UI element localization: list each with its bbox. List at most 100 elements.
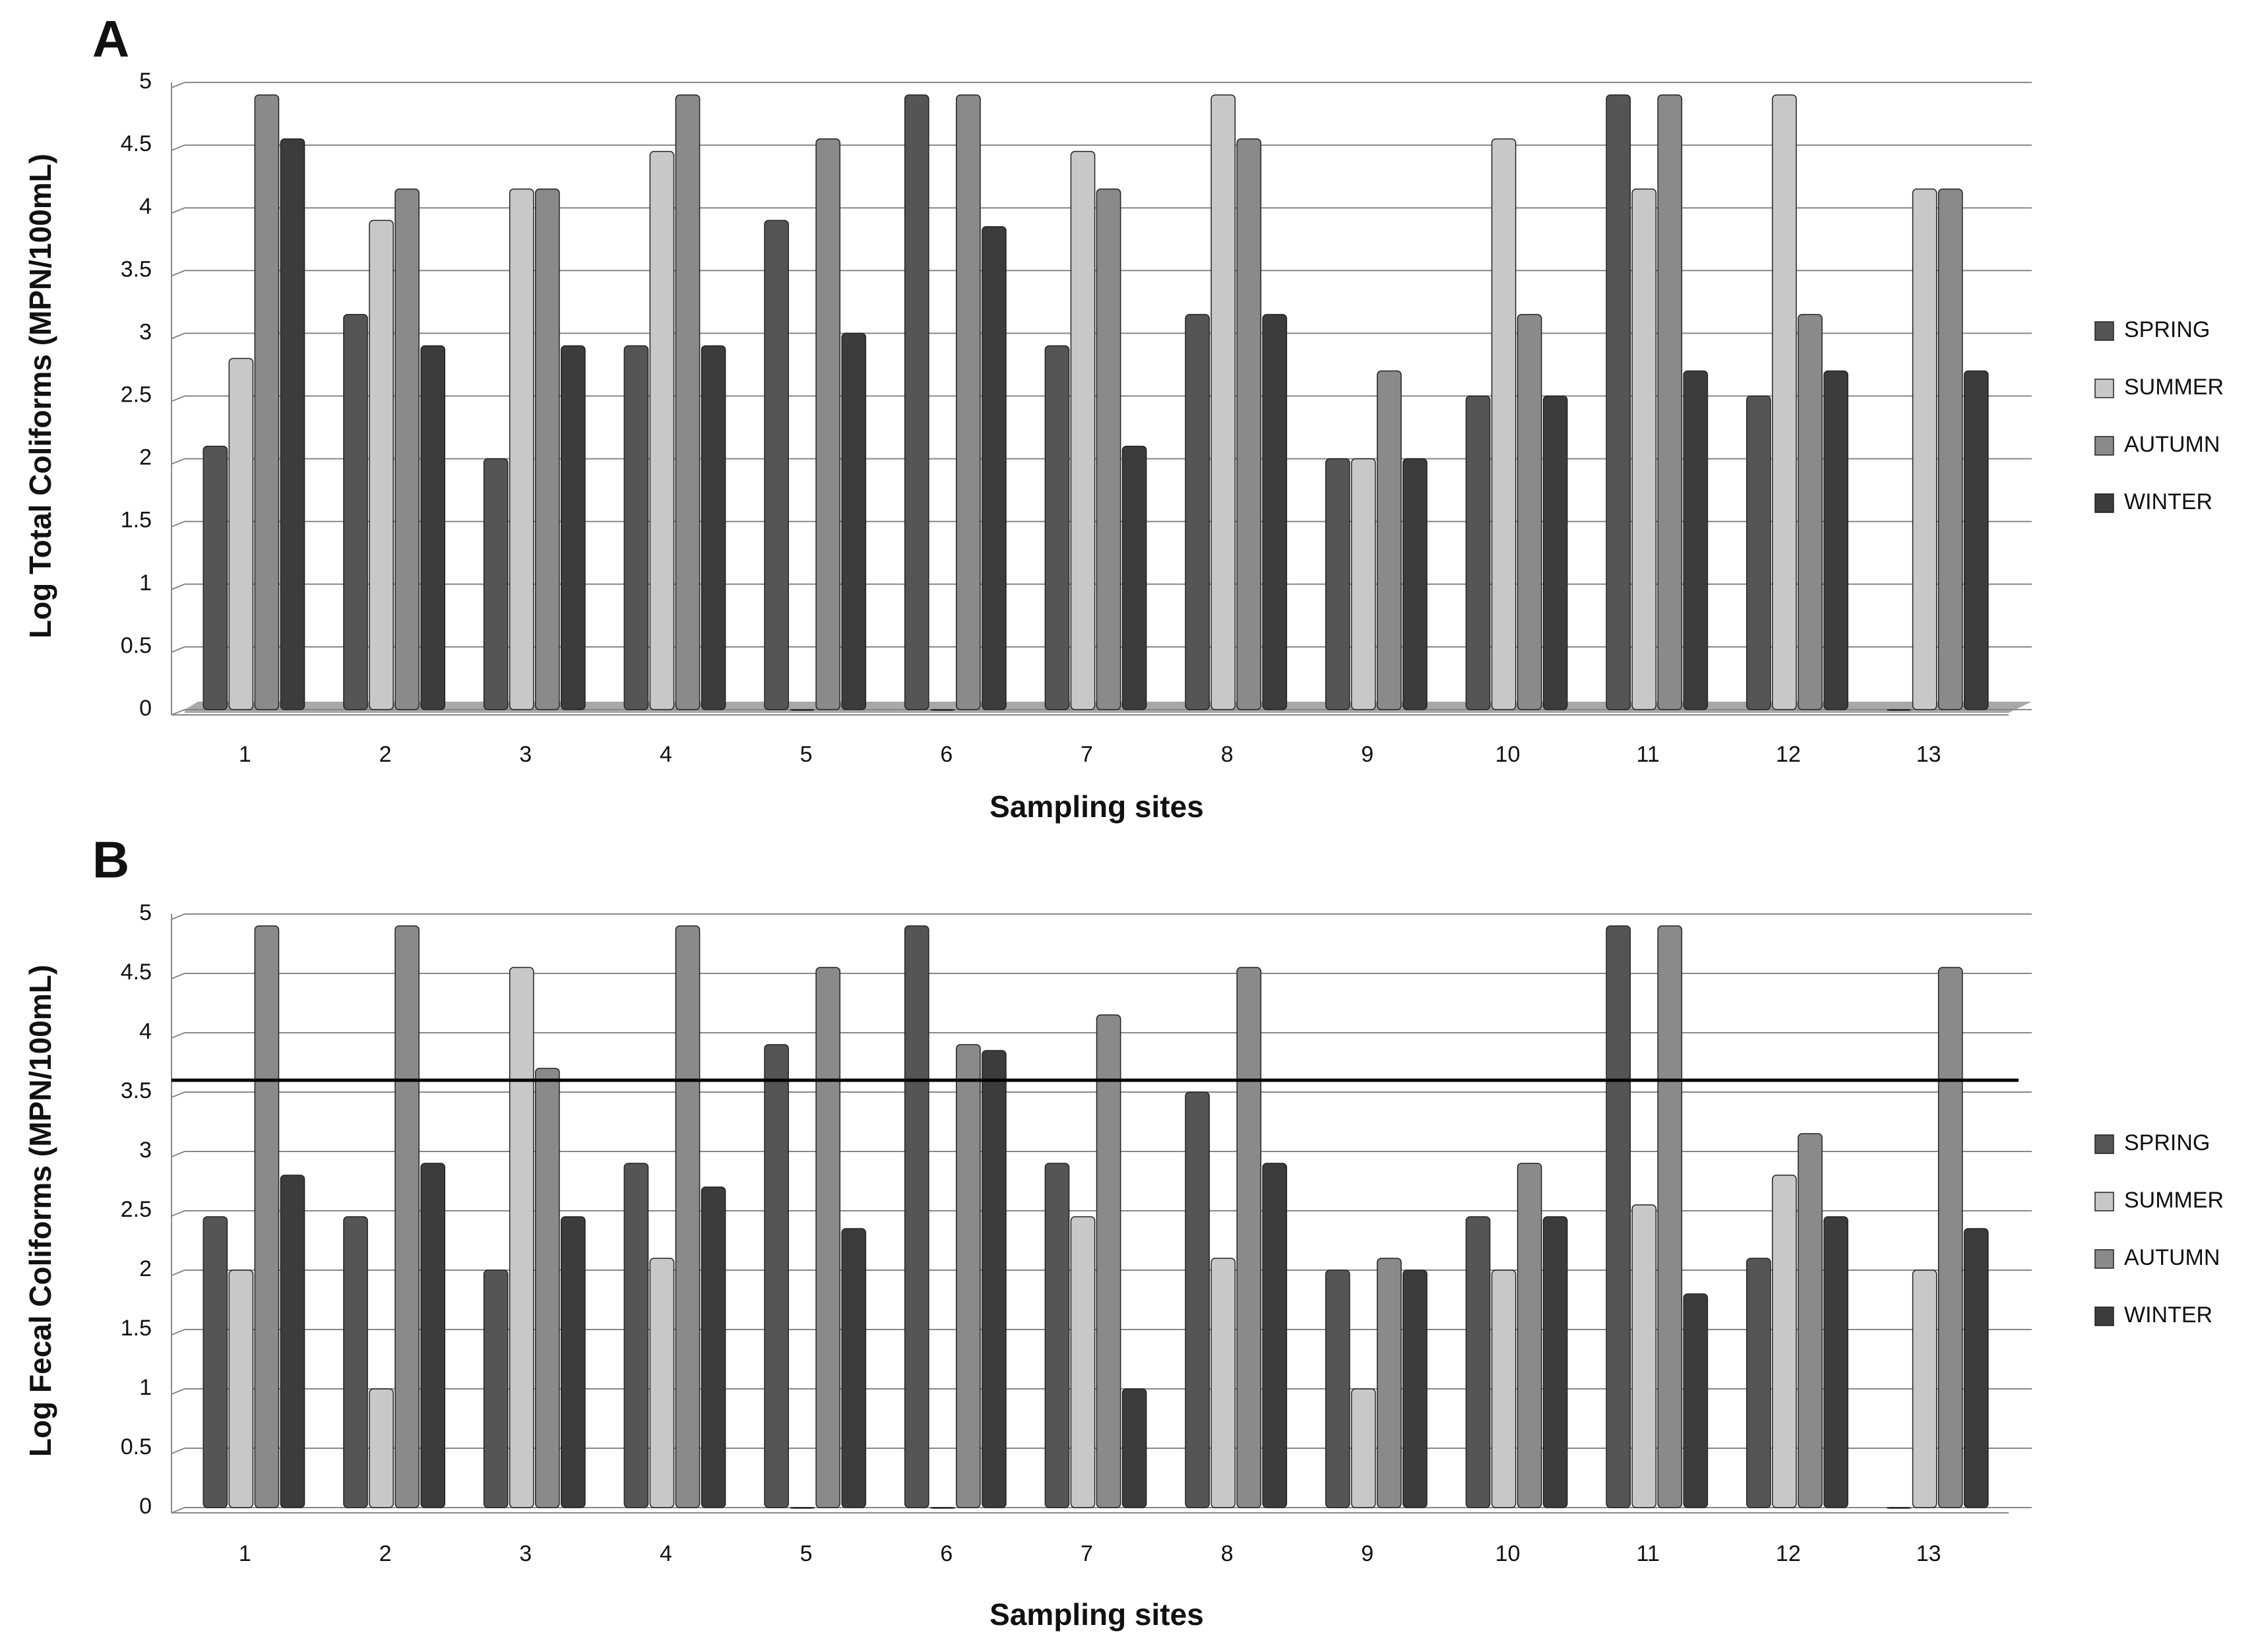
x-tick-label: 10 <box>1495 1541 1521 1566</box>
panel-label: A <box>92 10 129 68</box>
bar <box>369 1388 394 1508</box>
bar <box>1772 94 1797 710</box>
y-tick-label: 1 <box>139 570 152 596</box>
bar <box>1517 1163 1542 1508</box>
y-tick-label: 3.5 <box>121 257 152 282</box>
legend-label: SUMMER <box>2124 375 2224 400</box>
bar <box>1746 395 1771 710</box>
bar <box>1262 314 1288 710</box>
legend-label: SPRING <box>2124 1130 2210 1155</box>
bar <box>982 226 1007 710</box>
bar <box>534 188 560 710</box>
legend-label: SUMMER <box>2124 1188 2224 1213</box>
bar <box>1963 370 1989 710</box>
bar <box>956 1044 981 1508</box>
bar <box>509 188 534 710</box>
bar <box>841 1228 867 1508</box>
bar <box>1937 188 1963 710</box>
y-tick-label: 0.5 <box>121 633 152 658</box>
y-tick-label: 3 <box>139 319 152 344</box>
bar <box>1683 370 1709 710</box>
bar <box>1542 395 1568 710</box>
bar <box>1772 1175 1797 1508</box>
bar <box>534 1068 560 1508</box>
bar <box>1657 925 1683 1508</box>
bar <box>956 94 981 710</box>
grid-line <box>171 1032 2032 1039</box>
bar <box>1185 314 1210 710</box>
bar <box>1402 458 1427 710</box>
x-tick-label: 11 <box>1637 1541 1660 1566</box>
x-tick-label: 6 <box>940 1541 953 1566</box>
bar <box>1236 138 1262 710</box>
bar <box>1325 458 1350 710</box>
grid-line <box>171 144 2032 152</box>
grid-line <box>171 913 2032 920</box>
grid-line <box>171 1507 2032 1514</box>
bar <box>904 925 929 1508</box>
grid-line <box>171 270 2032 277</box>
bar <box>1070 1216 1096 1508</box>
x-tick-label: 3 <box>519 1541 532 1566</box>
bar <box>1096 1014 1121 1508</box>
bar <box>1606 94 1631 710</box>
bar <box>904 94 929 710</box>
bar <box>982 1050 1007 1508</box>
y-tick-label: 1.5 <box>121 1316 152 1341</box>
bar <box>675 925 701 1508</box>
x-tick-label: 8 <box>1221 1541 1234 1566</box>
bar <box>280 1175 305 1508</box>
bar <box>509 967 534 1508</box>
bar <box>1402 1270 1427 1508</box>
y-tick-label: 0 <box>139 696 152 721</box>
bar <box>1746 1258 1771 1508</box>
legend-swatch <box>2094 379 2114 398</box>
y-tick-label: 0.5 <box>121 1434 152 1459</box>
bar <box>764 220 789 710</box>
bar <box>228 1270 254 1508</box>
x-tick-label: 5 <box>800 742 813 767</box>
bar <box>701 1186 726 1508</box>
bar <box>1798 314 1823 710</box>
y-tick-label: 4 <box>139 1019 152 1044</box>
x-tick-label: 1 <box>239 742 251 767</box>
bar <box>1606 925 1631 1508</box>
grid-line <box>171 973 2032 979</box>
x-tick-label: 7 <box>1081 742 1093 767</box>
y-tick-label: 3.5 <box>121 1078 152 1103</box>
y-tick-label: 1 <box>139 1375 152 1400</box>
y-tick-label: 2 <box>139 1256 152 1281</box>
x-tick-label: 9 <box>1361 742 1373 767</box>
bar <box>1823 1216 1848 1508</box>
bar <box>1491 138 1517 710</box>
panel-label: B <box>92 831 129 889</box>
bar <box>280 138 305 710</box>
bar <box>483 1270 509 1508</box>
bar <box>1236 967 1262 1508</box>
bar <box>203 1216 228 1508</box>
legend-swatch <box>2094 321 2114 341</box>
bar <box>1325 1270 1350 1508</box>
y-tick-label: 2.5 <box>121 382 152 407</box>
legend-swatch <box>2094 436 2114 456</box>
bar <box>1210 1258 1236 1508</box>
x-tick-label: 4 <box>660 742 672 767</box>
bar <box>649 150 675 710</box>
y-tick-label: 1.5 <box>121 508 152 533</box>
legend-swatch <box>2094 1249 2114 1269</box>
bar <box>1823 370 1848 710</box>
x-tick-label: 9 <box>1361 1541 1373 1566</box>
bar <box>1912 188 1937 710</box>
bar <box>1351 1388 1376 1508</box>
legend-swatch <box>2094 1306 2114 1326</box>
bar <box>1262 1163 1288 1508</box>
bar <box>1351 458 1376 710</box>
bar <box>623 345 649 710</box>
grid-line <box>171 395 2032 402</box>
y-tick-label: 4 <box>139 194 152 219</box>
y-tick-label: 0 <box>139 1494 152 1519</box>
bar <box>343 1216 368 1508</box>
x-axis-title: Sampling sites <box>989 1597 1204 1632</box>
grid-line <box>171 207 2032 214</box>
bar <box>1683 1293 1709 1508</box>
